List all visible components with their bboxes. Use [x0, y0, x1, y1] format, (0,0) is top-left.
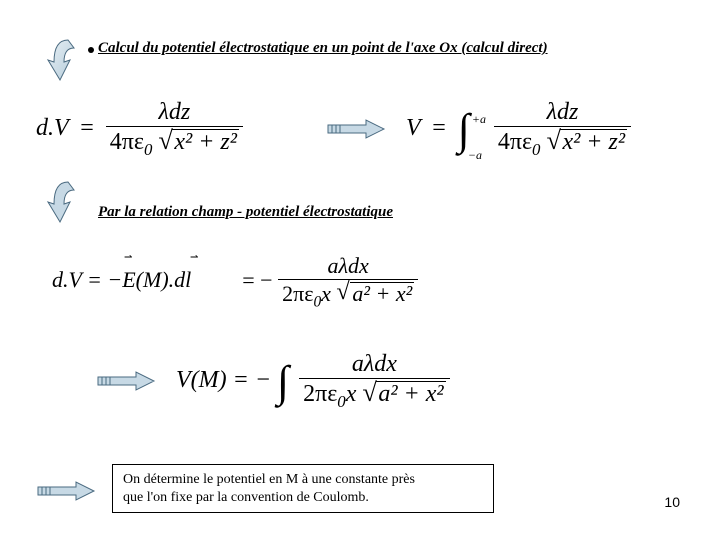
arrow-right-icon: [96, 370, 156, 392]
curved-arrow-icon: [44, 178, 84, 226]
equation-vm: V(M) = − ∫ aλdx 2πε0x a² + x²: [176, 352, 450, 411]
conclusion-box: On détermine le potentiel en M à une con…: [112, 464, 494, 513]
equation-v-integral: V = ∫ +a −a λdz 4πε0 x² + z²: [406, 100, 631, 159]
eq3-eq: = −: [242, 267, 272, 292]
arrow-right-icon: [36, 480, 96, 502]
note-line-2: que l'on fixe par la convention de Coulo…: [123, 489, 483, 507]
section-heading: Calcul du potentiel électrostatique en u…: [98, 40, 548, 57]
eq4-lhs: V(M) = −: [176, 367, 271, 393]
eq1-lhs: d.V: [36, 115, 68, 141]
slide: Calcul du potentiel électrostatique en u…: [0, 0, 720, 540]
integral-icon: ∫: [458, 112, 470, 147]
arrow-right-icon: [326, 118, 386, 140]
eq1-den-pre: 4πε: [110, 129, 144, 155]
eq2-lhs: V: [406, 115, 420, 141]
note-line-1: On détermine le potentiel en M à une con…: [123, 471, 483, 489]
eq2-num: λdz: [494, 100, 631, 127]
page-number: 10: [664, 494, 680, 510]
subsection-heading: Par la relation champ - potentiel électr…: [98, 204, 393, 221]
eq3-prefix: d.V = −E(M).dl: [52, 267, 191, 292]
eq4-num: aλdx: [299, 352, 450, 379]
curved-arrow-icon: [44, 36, 84, 84]
eq1-rad: x² + z²: [172, 129, 239, 154]
equation-dv-field: ⇀ ⇀ d.V = −E(M).dl = − aλdx 2πε0x a² + x…: [52, 255, 418, 310]
equation-dv: d.V = λdz 4πε0 x² + z²: [36, 100, 243, 159]
eq3-num: aλdx: [278, 255, 418, 280]
eq1-num: λdz: [106, 100, 243, 127]
bullet-icon: [88, 47, 94, 53]
integral-icon: ∫: [277, 364, 289, 399]
